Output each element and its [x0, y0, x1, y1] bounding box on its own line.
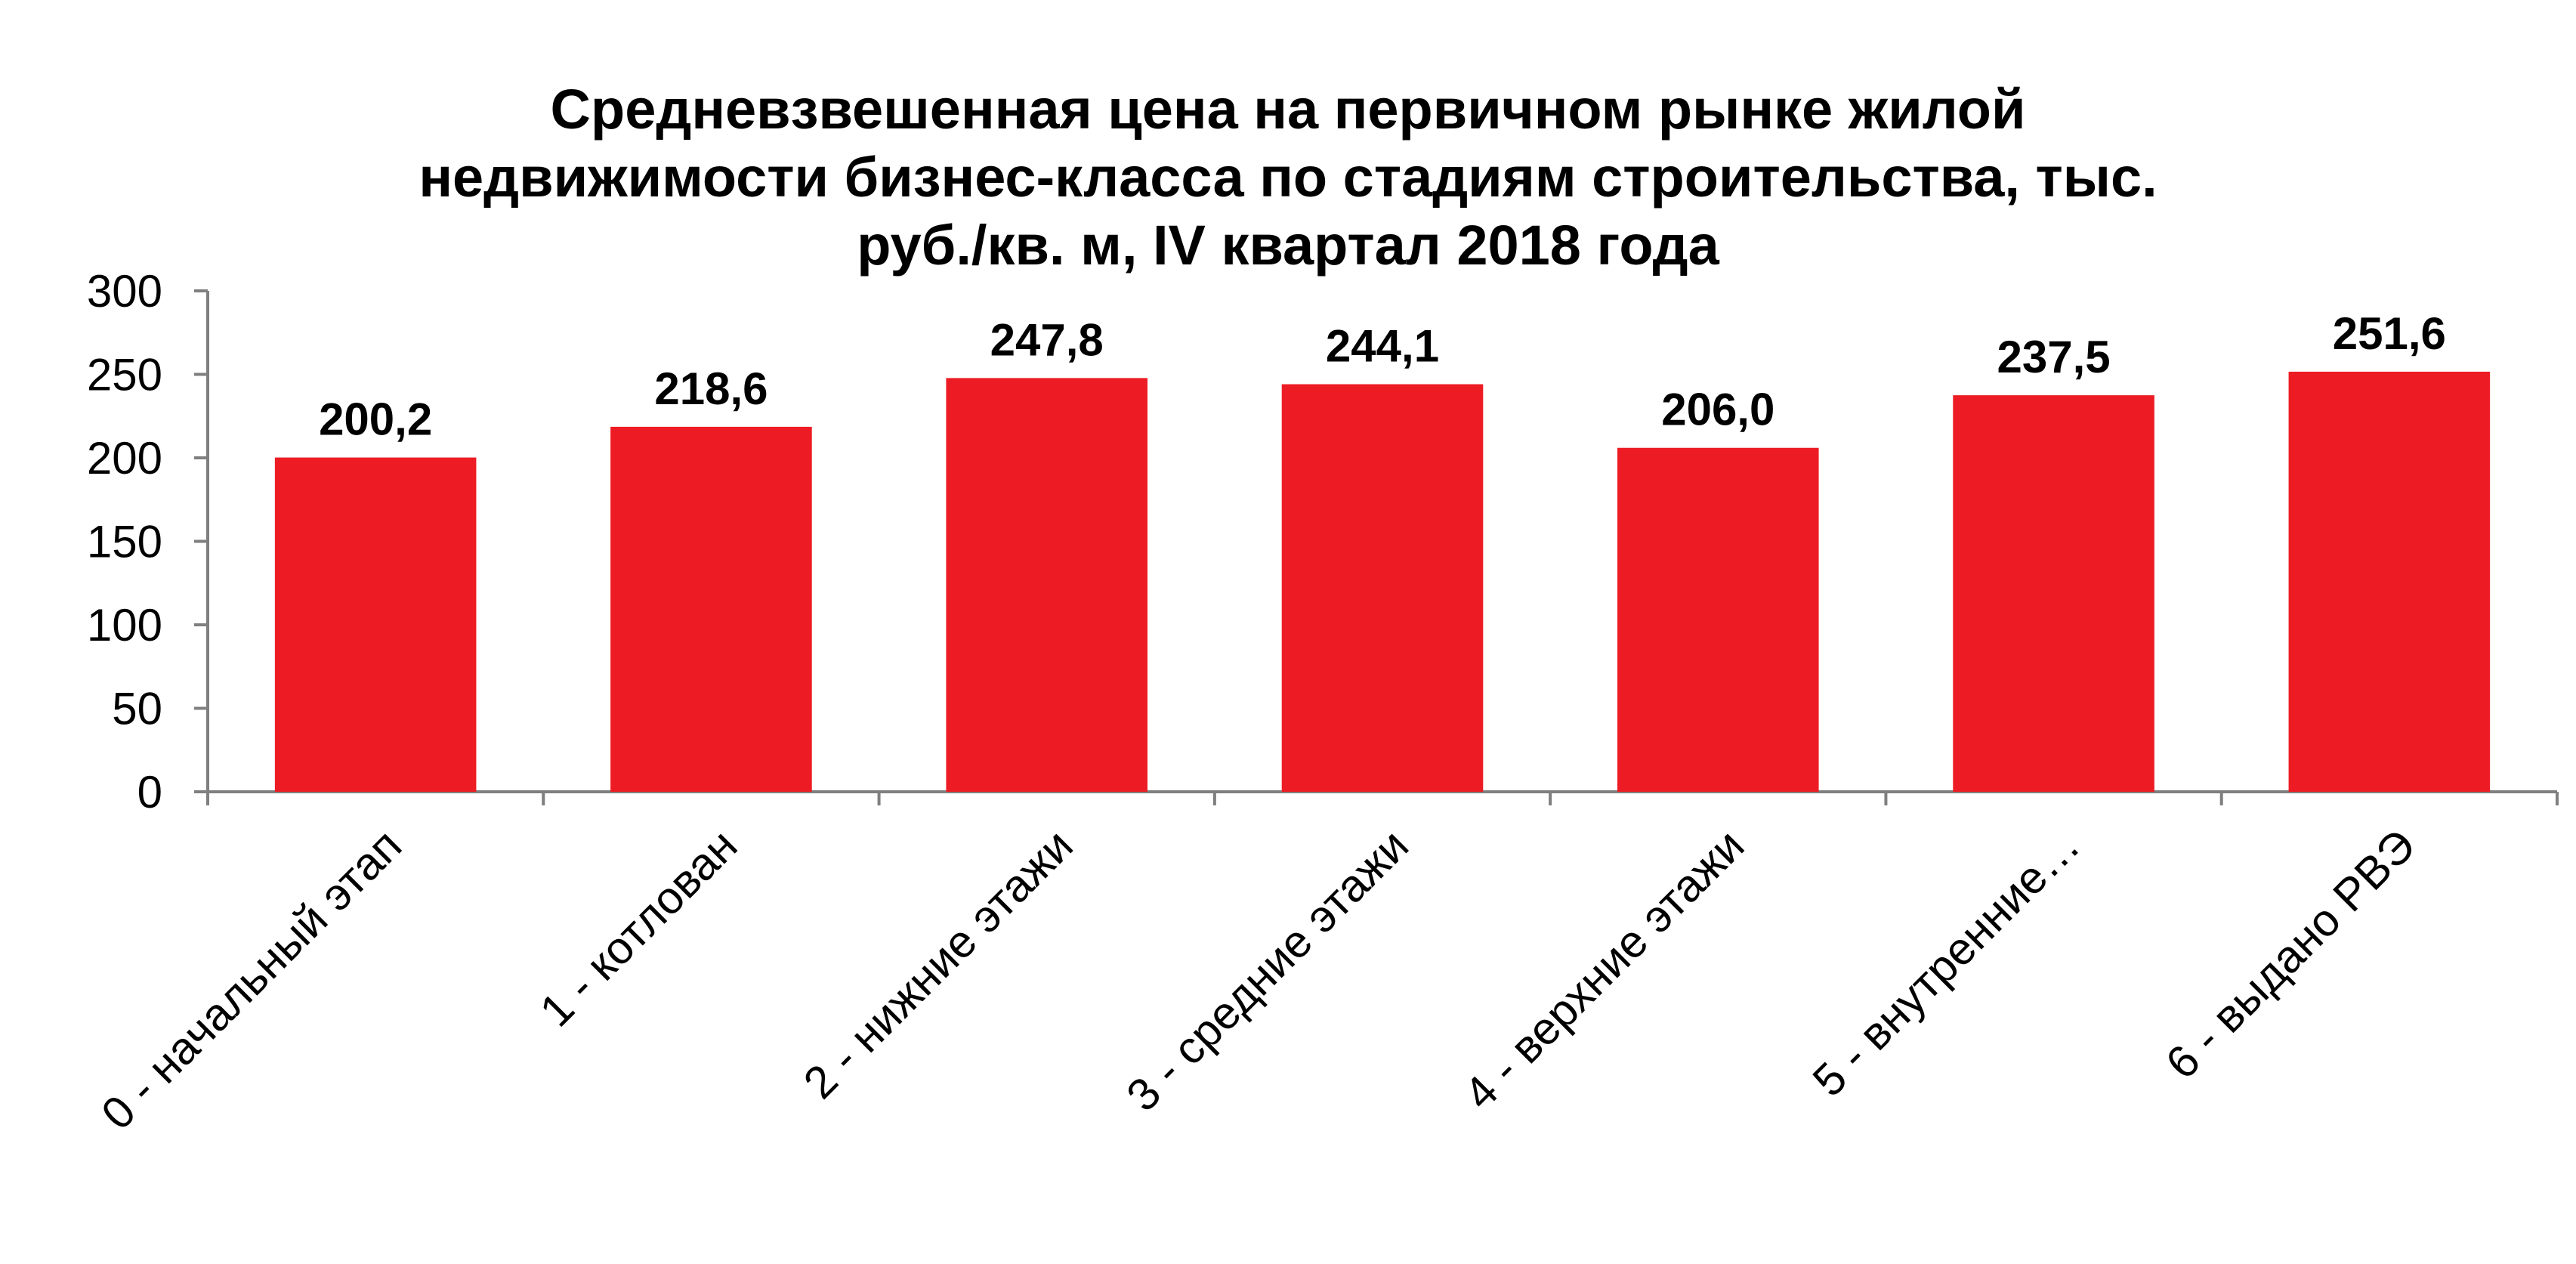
data-label: 247,8	[990, 314, 1104, 365]
y-tick-label: 100	[87, 600, 162, 651]
x-tick-label: 1 - котлован	[530, 820, 747, 1037]
x-tick-label: 0 - начальный этап	[91, 820, 411, 1139]
data-labels: 200,2 218,6 247,8 244,1 206,0 237,5 251,6	[319, 308, 2446, 445]
data-label: 237,5	[1997, 332, 2110, 382]
y-tick-label: 250	[87, 350, 162, 400]
chart-title-line-2: недвижимости бизнес-класса по стадиям ст…	[419, 146, 2157, 209]
chart-title-line-3: руб./кв. м, IV квартал 2018 года	[857, 214, 1719, 277]
bar	[1953, 395, 2154, 792]
bar	[610, 426, 812, 792]
data-label: 244,1	[1326, 321, 1439, 372]
x-tick-label: 3 - средние этажи	[1117, 820, 1418, 1121]
chart-title-line-1: Средневзвешенная цена на первичном рынке…	[551, 78, 2026, 141]
y-tick-label: 200	[87, 433, 162, 484]
y-tick-label: 300	[87, 266, 162, 317]
bar	[946, 378, 1147, 792]
bar	[1617, 447, 1819, 792]
data-label: 206,0	[1661, 385, 1774, 435]
bars	[274, 371, 2491, 792]
y-tick-label: 0	[137, 767, 162, 817]
chart-title: Средневзвешенная цена на первичном рынке…	[419, 78, 2157, 277]
x-tick-label: 2 - нижние этажи	[794, 820, 1083, 1108]
data-label: 218,6	[654, 363, 768, 414]
y-tick-label: 150	[87, 517, 162, 567]
x-axis	[206, 790, 2559, 805]
bar	[2288, 371, 2491, 792]
x-tick-labels: 0 - начальный этап 1 - котлован 2 - нижние…	[91, 820, 2425, 1139]
bar	[274, 457, 477, 792]
y-axis: 0 50 100 150 200 250 300	[87, 266, 209, 817]
data-label: 200,2	[319, 394, 432, 445]
bar	[1281, 384, 1484, 792]
x-tick-label: 5 - внутренние…	[1803, 820, 2090, 1106]
y-tick-label: 50	[112, 684, 162, 734]
x-tick-label: 4 - верхние этажи	[1454, 820, 1754, 1120]
x-tick-label: 6 - выдано РВЭ	[2156, 820, 2425, 1089]
data-label: 251,6	[2333, 308, 2446, 359]
